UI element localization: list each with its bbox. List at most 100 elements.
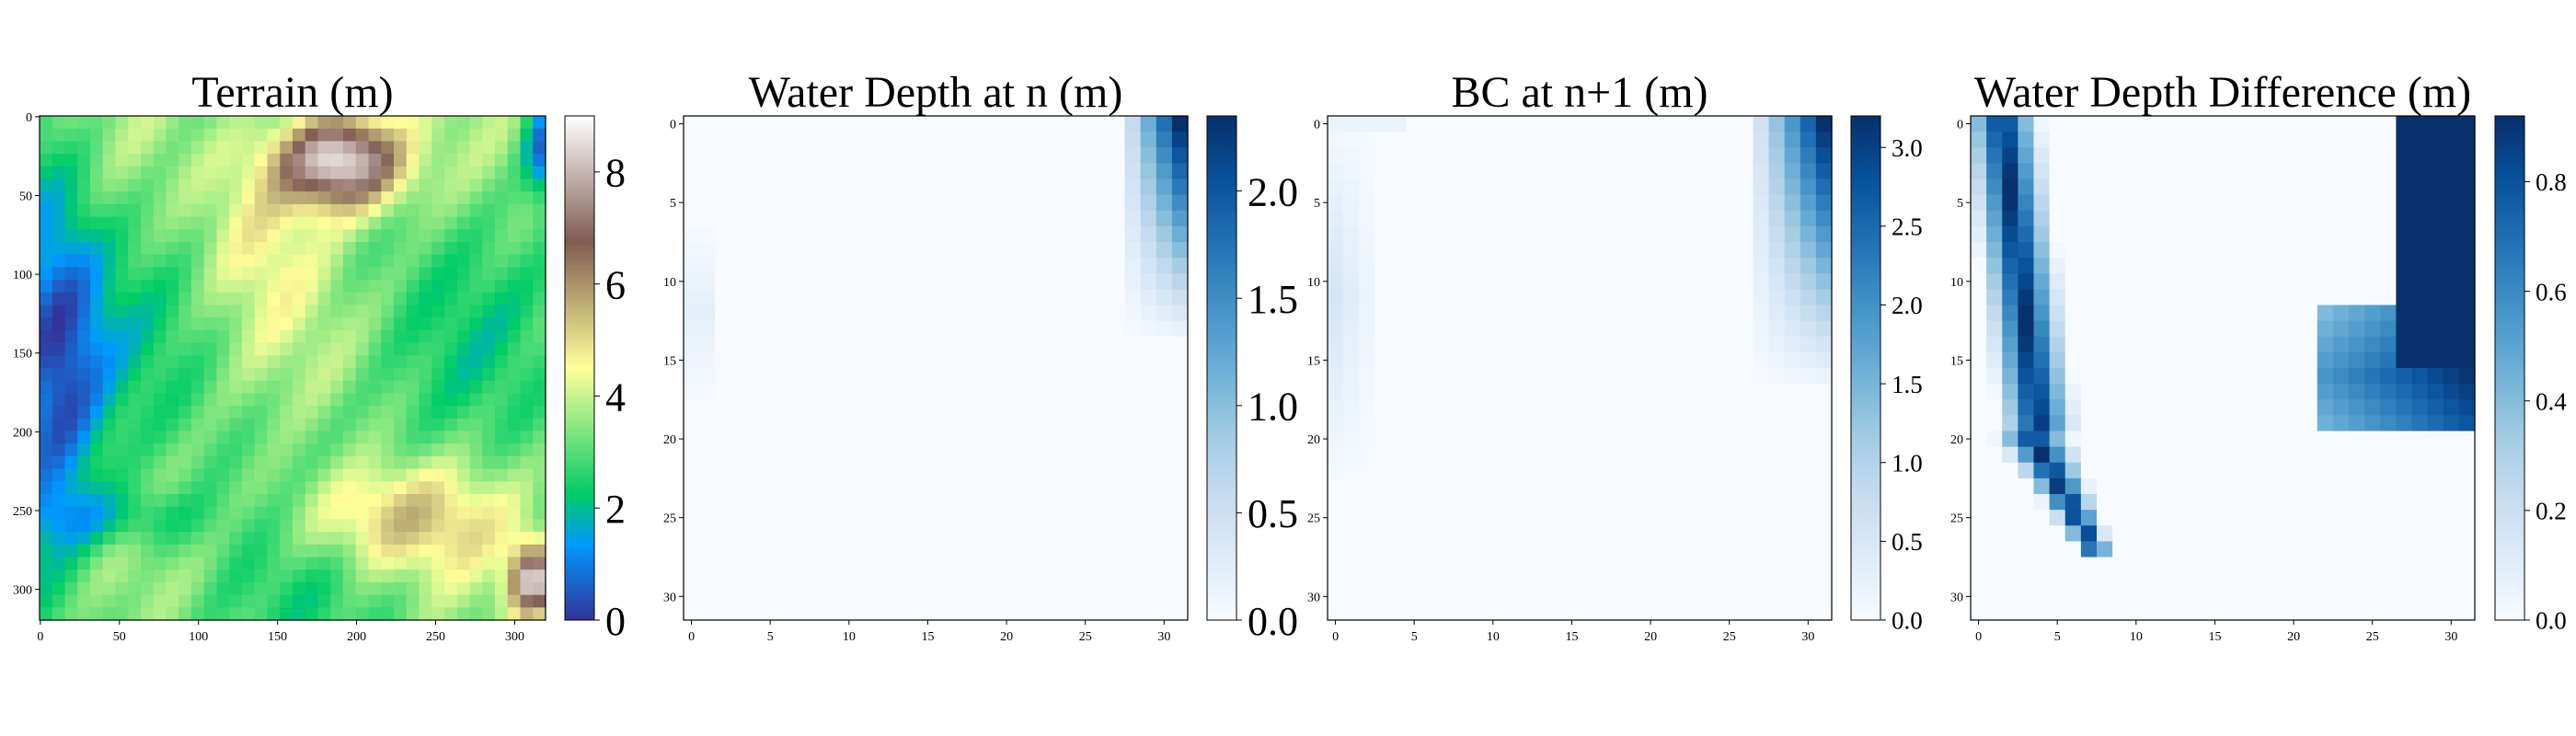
heatmap-cell (1784, 557, 1801, 574)
heatmap-cell (507, 242, 522, 256)
heatmap-cell (1986, 384, 2003, 400)
heatmap-cell (1485, 399, 1501, 416)
heatmap-cell (1485, 384, 1501, 400)
heatmap-cell (1109, 132, 1126, 148)
heatmap-cell (381, 406, 395, 420)
heatmap-cell (1800, 557, 1817, 574)
heatmap-cell (1815, 557, 1833, 574)
heatmap-cell (482, 406, 496, 420)
heatmap-cell (52, 594, 66, 608)
heatmap-cell (293, 342, 306, 356)
heatmap-cell (1171, 210, 1189, 227)
heatmap-cell (2349, 462, 2365, 479)
heatmap-cell (1658, 147, 1675, 164)
heatmap-cell (715, 258, 731, 274)
heatmap-cell (1406, 525, 1423, 542)
heatmap-cell (2332, 557, 2350, 574)
heatmap-cell (2223, 163, 2239, 180)
heatmap-cell (1062, 258, 1078, 274)
heatmap-cell (280, 305, 293, 318)
heatmap-cell (431, 368, 445, 382)
heatmap-cell (2223, 604, 2239, 621)
heatmap-cell (166, 141, 179, 155)
heatmap-cell (293, 418, 306, 432)
heatmap-cell (699, 178, 716, 196)
heatmap-cell (1627, 399, 1644, 416)
heatmap-cell (810, 510, 826, 526)
heatmap-cell (998, 399, 1016, 416)
heatmap-cell (330, 355, 344, 369)
heatmap-cell (2175, 305, 2192, 322)
heatmap-cell (254, 443, 269, 457)
heatmap-cell (983, 462, 1000, 479)
heatmap-cell (2191, 368, 2208, 385)
heatmap-cell (507, 280, 522, 293)
heatmap-cell (1156, 368, 1173, 385)
heatmap-cell (495, 557, 509, 570)
heatmap-cell (1390, 273, 1408, 290)
heatmap-cell (2064, 116, 2082, 132)
heatmap-cell (1658, 289, 1675, 306)
heatmap-cell (1658, 415, 1675, 432)
heatmap-cell (1753, 194, 1770, 212)
heatmap-cell (216, 443, 230, 457)
heatmap-cell (951, 132, 968, 148)
heatmap-cell (1045, 494, 1063, 511)
heatmap-cell (1673, 510, 1691, 526)
heatmap-cell (406, 229, 420, 243)
heatmap-cell (1093, 351, 1110, 369)
heatmap-cell (2238, 289, 2255, 306)
heatmap-cell (1390, 604, 1408, 621)
heatmap-cell (1580, 210, 1596, 227)
heatmap-cell (2175, 399, 2192, 416)
heatmap-cell (2317, 273, 2334, 290)
heatmap-cell (355, 519, 370, 533)
heatmap-cell (115, 141, 129, 155)
heatmap-cell (330, 166, 344, 180)
heatmap-cell (2018, 399, 2035, 416)
heatmap-cell (2254, 572, 2271, 590)
heatmap-cell (381, 216, 395, 230)
heatmap-cell (1673, 477, 1691, 495)
x-tick-label: 0 (688, 630, 695, 644)
heatmap-cell (520, 191, 534, 205)
heatmap-cell (2254, 384, 2271, 400)
heatmap-cell (1469, 336, 1486, 353)
heatmap-cell (684, 289, 700, 306)
heatmap-cell (2128, 477, 2145, 495)
heatmap-cell (166, 342, 179, 356)
heatmap-cell (2049, 384, 2066, 400)
heatmap-cell (2270, 273, 2287, 290)
heatmap-cell (1611, 242, 1627, 259)
heatmap-cell (1673, 289, 1691, 306)
heatmap-cell (1611, 147, 1627, 164)
heatmap-cell (1421, 147, 1439, 164)
heatmap-cell (229, 317, 243, 331)
heatmap-cell (1737, 399, 1754, 416)
heatmap-cell (2364, 399, 2381, 416)
heatmap-cell (330, 292, 344, 306)
heatmap-cell (2144, 477, 2161, 495)
heatmap-cell (203, 254, 218, 268)
heatmap-cell (857, 305, 874, 322)
heatmap-cell (394, 557, 408, 570)
heatmap-cell (456, 544, 471, 558)
heatmap-cell (2191, 116, 2208, 132)
heatmap-cell (1768, 384, 1786, 400)
heatmap-cell (2332, 588, 2350, 605)
heatmap-cell (1580, 132, 1596, 148)
heatmap-cell (2270, 384, 2287, 400)
heatmap-cell (1563, 116, 1581, 132)
heatmap-cell (1421, 572, 1439, 590)
heatmap-cell (1140, 572, 1157, 590)
heatmap-cell (191, 355, 205, 369)
heatmap-cell (1124, 431, 1142, 448)
heatmap-cell (1328, 210, 1344, 227)
heatmap-cell (1390, 320, 1408, 338)
heatmap-cell (203, 544, 218, 558)
heatmap-cell (2364, 178, 2381, 196)
heatmap-cell (1532, 178, 1549, 196)
heatmap-cell (2458, 588, 2476, 605)
heatmap-cell (1077, 541, 1094, 558)
heatmap-cell (1062, 320, 1078, 338)
